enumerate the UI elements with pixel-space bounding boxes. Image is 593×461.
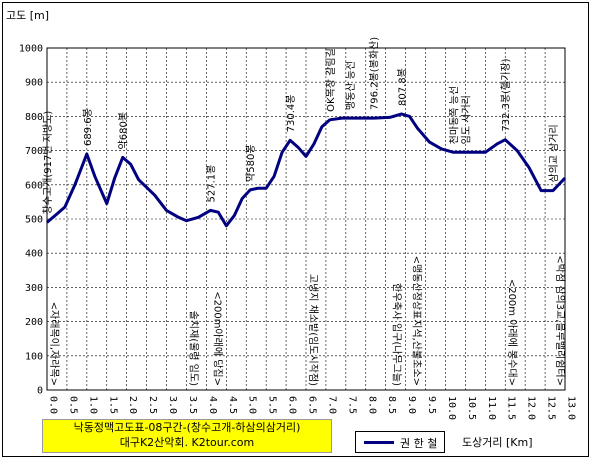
annotation-label: 807.8봉 xyxy=(397,68,409,106)
legend-swatch xyxy=(364,441,394,444)
x-tick-label: 6.0 xyxy=(287,396,298,414)
y-tick-label: 600 xyxy=(25,180,43,191)
title-box: 낙동정맥고도표-08구간-(창수고개-하삼의삼거리) 대구K2산악회. K2to… xyxy=(42,419,332,453)
x-tick-label: 8.0 xyxy=(366,396,377,414)
x-tick-label: 8.5 xyxy=(386,396,397,414)
x-tick-label: 6.5 xyxy=(307,396,318,414)
x-tick-label: 12.0 xyxy=(526,396,537,420)
y-tick-label: 1000 xyxy=(19,44,43,55)
x-tick-label: 12.5 xyxy=(546,396,557,420)
annotation-label: 689.6봉 xyxy=(82,108,94,146)
x-tick-label: 11.0 xyxy=(486,396,497,420)
chart-subtitle: 대구K2산악회. K2tour.com xyxy=(119,436,255,449)
annotation-label: 730.4봉 xyxy=(285,95,297,133)
annotation-label: 796.2봉(봉화산) xyxy=(369,37,381,110)
x-tick-label: 2.0 xyxy=(127,396,138,414)
annotation-label: <박점 삼의3교,블루밸리쉼터> xyxy=(554,255,566,386)
grid-lines xyxy=(47,47,565,391)
x-tick-label: 5.5 xyxy=(267,396,278,414)
annotation-label: 삼의교 삼거리 xyxy=(548,124,560,182)
x-tick-label: 7.5 xyxy=(346,396,357,414)
legend-entry: 권 한 철 xyxy=(400,437,438,450)
x-tick-labels: 0.0 0.5 1.0 1.5 2.0 2.5 3.0 3.5 4.0 4.5 5.0 5.5 6.0 6… xyxy=(48,396,577,420)
annotation-label: 천마동쪽 능선 xyxy=(448,86,460,144)
annotation-label: 약680봉 xyxy=(118,112,130,150)
x-tick-label: 0.0 xyxy=(48,396,59,414)
annotation-label: OK목장 갈림길 xyxy=(324,48,337,112)
x-tick-label: 7.0 xyxy=(326,396,337,414)
y-tick-label: 0 xyxy=(37,386,43,397)
series-line xyxy=(46,112,567,228)
x-tick-label: 10.0 xyxy=(446,396,457,420)
annotation-label: <맹동산정상표지석,산불초소> xyxy=(411,256,423,386)
x-tick-label: 0.5 xyxy=(67,396,78,414)
x-tick-label: 3.0 xyxy=(167,396,178,414)
annotation-label: 527.1봉 xyxy=(205,165,217,203)
annotation-label: 고냉지 채소밭(임도시작점) xyxy=(307,274,320,386)
annotation-label: 맹동산 능선 xyxy=(345,61,357,110)
x-tick-label: 1.5 xyxy=(107,396,118,414)
x-tick-label: 9.5 xyxy=(426,396,437,414)
chart-title: 낙동정맥고도표-08구간-(창수고개-하삼의삼거리) xyxy=(73,421,301,434)
x-tick-label: 9.0 xyxy=(406,396,417,414)
annotation-label: 약580봉 xyxy=(245,144,257,182)
y-tick-label: 400 xyxy=(25,249,43,260)
legend: 권 한 철 xyxy=(355,431,445,453)
annotation-label: <200m 아래에 봉수대> xyxy=(506,279,518,386)
annotations: <자래목이,자라목> 창수고개(917번 지방도) 689.6봉 약680봉솔치재(울… xyxy=(42,37,566,386)
y-tick-label: 100 xyxy=(25,351,43,362)
x-tick-label: 13.0 xyxy=(566,396,577,420)
x-tick-label: 10.5 xyxy=(466,396,477,420)
x-tick-label: 4.0 xyxy=(207,396,218,414)
y-tick-label: 500 xyxy=(25,215,43,226)
y-tick-label: 200 xyxy=(25,317,43,328)
y-tick-label: 900 xyxy=(25,78,43,89)
annotation-label: 창수고개(917번 지방도) xyxy=(42,111,54,215)
y-tick-label: 700 xyxy=(25,146,43,157)
annotation-label: <200m아래에 당집> xyxy=(211,291,223,386)
annotation-label: 한우축사 입구(나무그늘) xyxy=(391,283,404,386)
chart-frame xyxy=(2,2,589,457)
annotation-label: 솔치재(울령 임도) xyxy=(187,311,200,386)
plot-area-border xyxy=(46,47,566,391)
y-tick-label: 800 xyxy=(25,112,43,123)
annotation-label: <자래목이,자라목> xyxy=(48,302,60,386)
annotation-label: 임도 사거리 xyxy=(459,95,472,144)
x-axis-label: 도상거리 [Km] xyxy=(462,436,533,449)
annotation-label: 732.3봉(헬기장) xyxy=(500,58,512,131)
x-tick-label: 2.5 xyxy=(147,396,158,414)
x-tick-label: 5.0 xyxy=(247,396,258,414)
y-axis-label: 고도 [m] xyxy=(6,9,50,22)
y-tick-labels: 0 100 200 300 400 500 600 700 800 900 1000 xyxy=(19,44,43,397)
x-tick-label: 11.5 xyxy=(506,396,517,420)
y-tick-label: 300 xyxy=(25,283,43,294)
x-tick-label: 3.5 xyxy=(187,396,198,414)
x-tick-label: 4.5 xyxy=(227,396,238,414)
x-tick-label: 1.0 xyxy=(87,396,98,414)
